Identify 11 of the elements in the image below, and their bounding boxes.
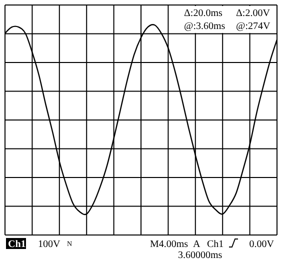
- text: 0.00V: [249, 239, 275, 250]
- annotation: @:3.60ms: [184, 21, 226, 32]
- text: M4.00ms: [150, 239, 188, 250]
- text: Δ:2.00V: [236, 8, 271, 19]
- text: Ch1: [207, 239, 224, 250]
- annotation: @:274V: [236, 21, 271, 32]
- text: 3.60000ms: [178, 250, 222, 261]
- text: Δ:20.0ms: [184, 8, 222, 19]
- text: Ch1: [8, 239, 26, 250]
- text: 100V: [38, 239, 61, 250]
- text: A: [193, 239, 201, 250]
